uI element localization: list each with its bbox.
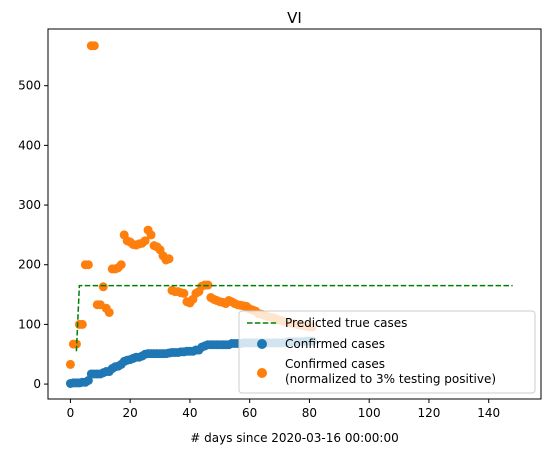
y-tick-label: 400 — [18, 138, 41, 152]
series-2-point-13 — [104, 307, 114, 317]
series-2-point-27 — [146, 230, 156, 240]
x-tick-label: 40 — [182, 406, 197, 420]
series-2-point-8 — [89, 41, 99, 51]
x-tick-label: 140 — [477, 406, 500, 420]
x-tick-label: 100 — [358, 406, 381, 420]
legend-box — [238, 310, 536, 394]
series-2-point-25 — [140, 236, 150, 246]
series-2-point-2 — [71, 339, 81, 349]
y-tick-label: 300 — [18, 198, 41, 212]
legend-marker-confirmed-cases — [257, 339, 267, 349]
x-tick-label: 120 — [418, 406, 441, 420]
x-tick-label: 60 — [242, 406, 257, 420]
series-2-point-38 — [179, 288, 189, 298]
x-tick-label: 0 — [67, 406, 75, 420]
y-tick-label: 0 — [33, 377, 41, 391]
legend-label-confirmed-cases: Confirmed cases — [285, 337, 385, 351]
legend: Predicted true cases Confirmed cases Con… — [238, 310, 536, 394]
legend-label-line: (normalized to 3% testing positive) — [285, 372, 496, 386]
legend-marker-normalized-cases — [257, 368, 267, 378]
x-tick-label: 20 — [123, 406, 138, 420]
plot-frame — [47, 28, 542, 400]
y-tick-label: 500 — [18, 79, 41, 93]
series-2-point-11 — [98, 282, 108, 292]
y-tick-label: 200 — [18, 258, 41, 272]
x-axis-title: # days since 2020-03-16 00:00:00 — [190, 431, 398, 445]
series-2-point-6 — [83, 260, 93, 270]
legend-label-normalized-cases: Confirmed cases (normalized to 3% testing… — [285, 357, 496, 386]
axes: 0 20 40 60 80 100 120 140 0 100 200 300 400 500 — [18, 79, 500, 420]
x-tick-label: 80 — [302, 406, 317, 420]
series-2-point-4 — [77, 319, 87, 329]
chart-title: VI — [287, 9, 302, 27]
legend-label-predicted-true-cases: Predicted true cases — [285, 316, 407, 330]
y-tick-label: 100 — [18, 317, 41, 331]
series-2-point-0 — [65, 359, 75, 369]
series-2-point-17 — [116, 260, 126, 270]
series-2-point-33 — [164, 254, 174, 264]
predicted-true-cases-line — [75, 284, 513, 352]
legend-label-line: Confirmed cases — [285, 357, 385, 371]
